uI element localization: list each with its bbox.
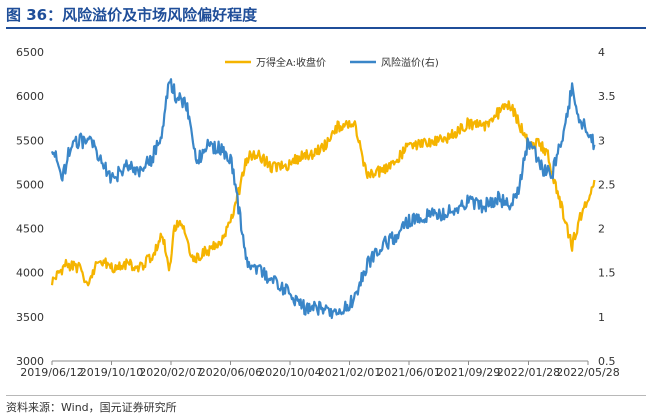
- y-left-tick-label: 4000: [16, 267, 44, 280]
- legend-label: 风险溢价(右): [381, 56, 439, 69]
- chart-axes: 2019/06/122019/10/102020/02/072020/06/06…: [16, 46, 620, 379]
- y-right-tick-label: 2: [598, 223, 605, 236]
- y-left-tick-label: 3500: [16, 311, 44, 324]
- y-right-tick-label: 0.5: [598, 355, 616, 368]
- y-left-tick-label: 5500: [16, 134, 44, 147]
- y-right-tick-label: 2.5: [598, 178, 616, 191]
- plot-area: [50, 78, 596, 320]
- series-line-risk-premium: [50, 78, 596, 320]
- title-rule: [6, 27, 646, 29]
- x-tick-label: 2020/10/04: [258, 366, 321, 379]
- x-tick-label: 2022/01/28: [497, 366, 560, 379]
- x-tick-label: 2021/09/29: [437, 366, 500, 379]
- y-left-tick-label: 3000: [16, 355, 44, 368]
- y-left-tick-label: 6500: [16, 46, 44, 59]
- y-right-tick-label: 1.5: [598, 267, 616, 280]
- x-tick-label: 2019/10/10: [80, 366, 143, 379]
- figure-title: 图 36：风险溢价及市场风险偏好程度: [6, 6, 258, 24]
- y-right-tick-label: 3.5: [598, 90, 616, 103]
- legend-label: 万得全A:收盘价: [256, 56, 326, 69]
- footer-rule: [6, 395, 646, 396]
- y-left-tick-label: 5000: [16, 178, 44, 191]
- x-tick-label: 2021/02/01: [318, 366, 381, 379]
- y-left-tick-label: 4500: [16, 223, 44, 236]
- series-line-wind-all-a-close: [50, 100, 596, 287]
- y-left-tick-label: 6000: [16, 90, 44, 103]
- y-right-tick-label: 3: [598, 134, 605, 147]
- y-right-tick-label: 4: [598, 46, 605, 59]
- x-tick-label: 2019/06/12: [20, 366, 83, 379]
- y-right-tick-label: 1: [598, 311, 605, 324]
- chart-legend: 万得全A:收盘价 风险溢价(右): [225, 56, 439, 69]
- x-tick-label: 2020/02/07: [139, 366, 202, 379]
- line-chart: 2019/06/122019/10/102020/02/072020/06/06…: [16, 46, 620, 379]
- x-tick-label: 2020/06/06: [199, 366, 262, 379]
- x-tick-label: 2022/05/28: [556, 366, 619, 379]
- x-tick-label: 2021/06/01: [377, 366, 440, 379]
- source-note: 资料来源：Wind，国元证券研究所: [6, 401, 177, 414]
